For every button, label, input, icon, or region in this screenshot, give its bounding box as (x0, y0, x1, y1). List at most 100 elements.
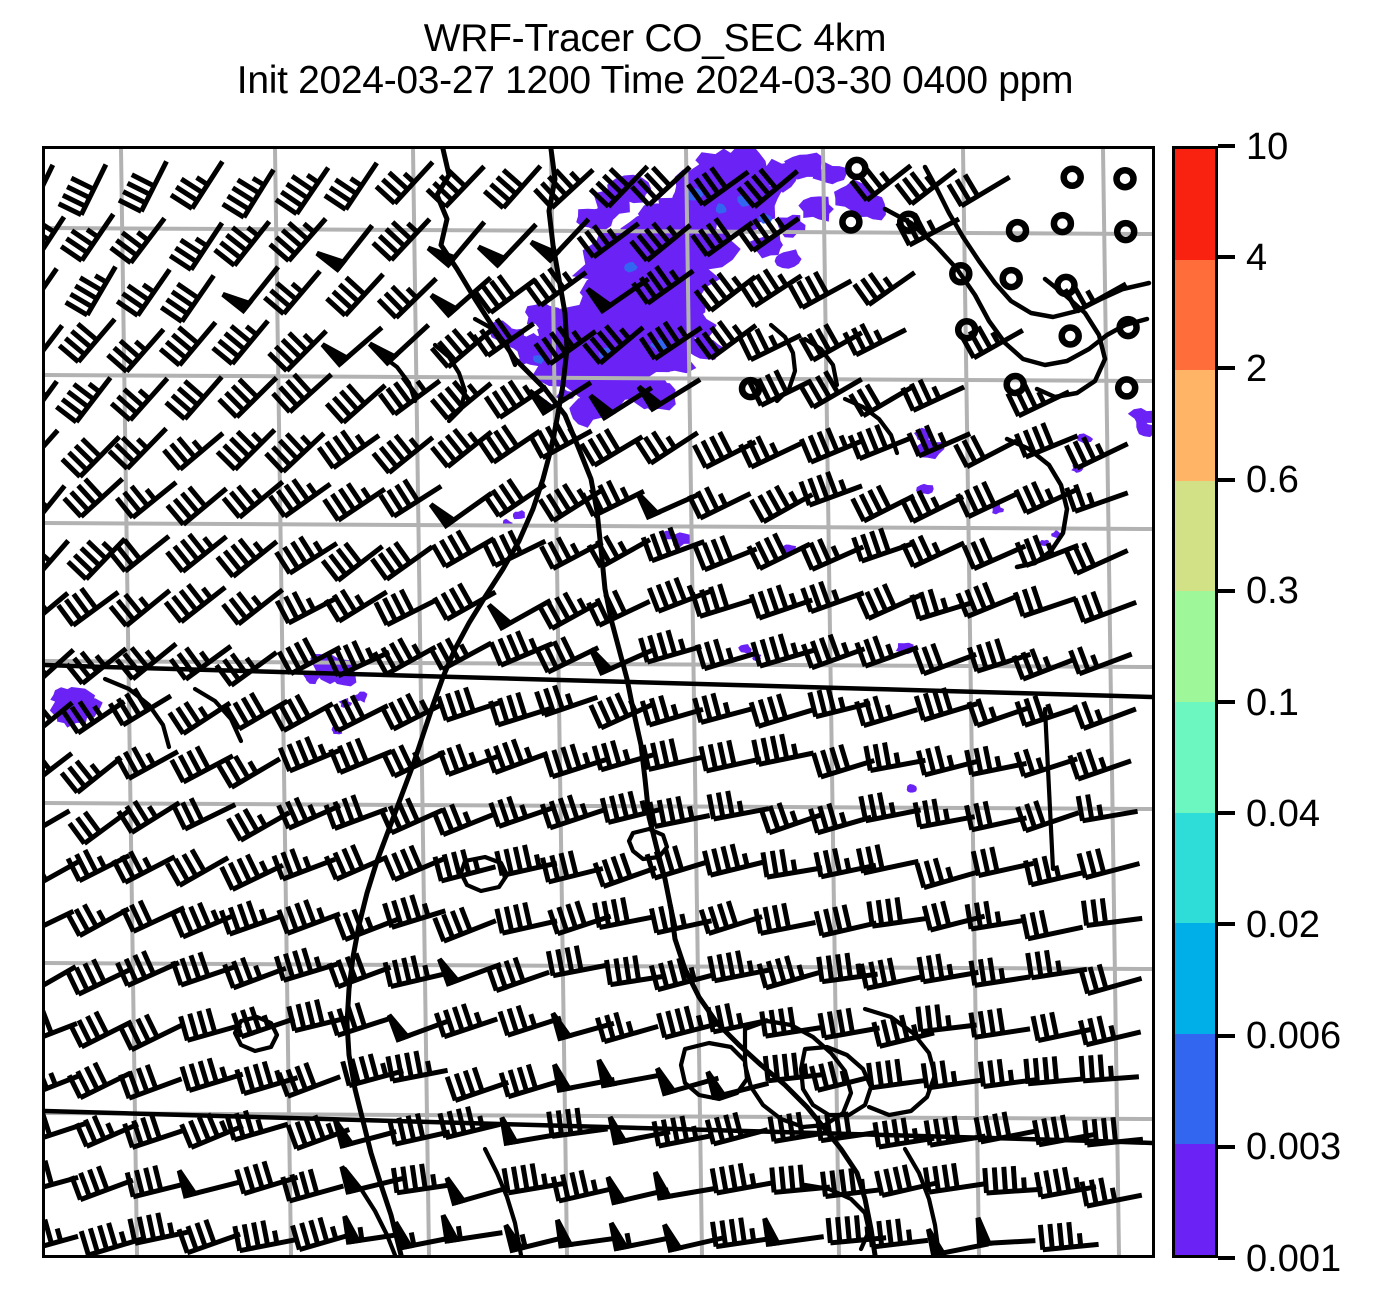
barb-full (869, 530, 882, 556)
barb-full (717, 741, 728, 768)
barb-full (340, 1060, 352, 1087)
barb-staff (1022, 595, 1077, 619)
barb-half (1045, 703, 1055, 718)
barb-staff (598, 325, 645, 366)
barb-full (779, 848, 789, 875)
barb-staff (749, 332, 803, 363)
barb-full (442, 1009, 456, 1035)
barb-full (1022, 484, 1038, 510)
barb-full (303, 899, 317, 925)
barb-half (519, 804, 529, 819)
barb-full (432, 596, 449, 621)
barb-full (387, 170, 410, 192)
barb-full (107, 550, 128, 573)
wind-barb (866, 1058, 928, 1091)
wind-barb (118, 1064, 183, 1101)
barb-full (541, 336, 560, 360)
barb-full (543, 687, 556, 714)
wind-barb (481, 529, 547, 568)
barb-half (300, 434, 313, 448)
barb-full (73, 443, 96, 465)
barb-full (141, 950, 156, 976)
wind-barb (866, 897, 929, 929)
colorbar-tick-label: 0.001 (1246, 1237, 1342, 1280)
barb-full (236, 857, 252, 883)
barb-full (76, 483, 97, 506)
barb-full (705, 222, 725, 246)
barb-half (838, 434, 849, 449)
barb-full (982, 745, 993, 772)
barb-full (547, 909, 560, 935)
barb-half (528, 1013, 538, 1028)
barb-full (885, 898, 894, 924)
barb-staff (45, 379, 59, 402)
barb-full (325, 652, 341, 677)
barb-half (946, 754, 955, 769)
barb-full (339, 588, 358, 613)
barb-full (377, 392, 397, 416)
barb-half (306, 482, 318, 496)
barb-full (496, 274, 516, 298)
wind-barb (640, 738, 704, 772)
barb-staff (820, 1130, 877, 1144)
wind-barb (586, 534, 652, 570)
barb-full (735, 950, 745, 976)
boundary-line (434, 149, 878, 1255)
barb-full (706, 793, 717, 820)
barb-full (78, 275, 103, 293)
barb-full (776, 693, 788, 719)
barb-full (114, 238, 139, 258)
barb-full (132, 953, 148, 979)
barb-full (349, 694, 366, 720)
barb-full (453, 1072, 467, 1099)
barb-full (930, 1061, 939, 1088)
barb-full (172, 544, 193, 568)
barb-full (814, 1115, 824, 1142)
barb-staff (1087, 975, 1143, 997)
barb-flag (662, 1223, 684, 1253)
barb-full (436, 695, 449, 721)
barb-full (398, 588, 415, 614)
barb-full (171, 805, 188, 831)
barb-full (970, 850, 982, 877)
barb-full (658, 962, 670, 988)
barb-staff (282, 701, 335, 733)
colorbar-tick-mark (1218, 1033, 1235, 1038)
barb-full (976, 643, 989, 670)
barb-full (611, 589, 628, 615)
barb-full (516, 1066, 529, 1092)
barb-full (444, 637, 462, 662)
barb-full (864, 383, 882, 408)
barb-full (1081, 541, 1097, 567)
wind-barb (274, 535, 339, 576)
barb-full (446, 1110, 458, 1136)
barb-full (769, 1167, 777, 1193)
wind-barb (315, 223, 375, 273)
wind-barb (961, 537, 1027, 571)
figure-title: WRF-Tracer CO_SEC 4km Init 2024-03-27 12… (0, 17, 1310, 102)
barb-full (224, 390, 246, 413)
barb-full (323, 804, 338, 830)
barb-full (726, 739, 737, 766)
wind-barb (582, 324, 645, 366)
barb-full (197, 901, 212, 927)
colorbar-tick-mark (1218, 588, 1235, 593)
barb-full (1101, 1117, 1109, 1144)
calm-wind-circle (1050, 211, 1075, 236)
barb-half (244, 656, 257, 671)
barb-full (165, 503, 186, 527)
barb-staff (45, 647, 76, 679)
barb-full (299, 1222, 311, 1248)
wind-barb (762, 1217, 825, 1248)
barb-full (875, 1061, 884, 1087)
barb-half (769, 442, 780, 456)
barb-half (523, 746, 534, 761)
barb-full (699, 589, 712, 615)
wind-barb (431, 803, 497, 838)
wind-barb (636, 377, 702, 413)
barb-full (143, 1167, 155, 1193)
barb-half (425, 1060, 433, 1075)
barb-full (396, 1117, 407, 1143)
barb-full (499, 384, 518, 409)
barb-staff (76, 699, 126, 736)
